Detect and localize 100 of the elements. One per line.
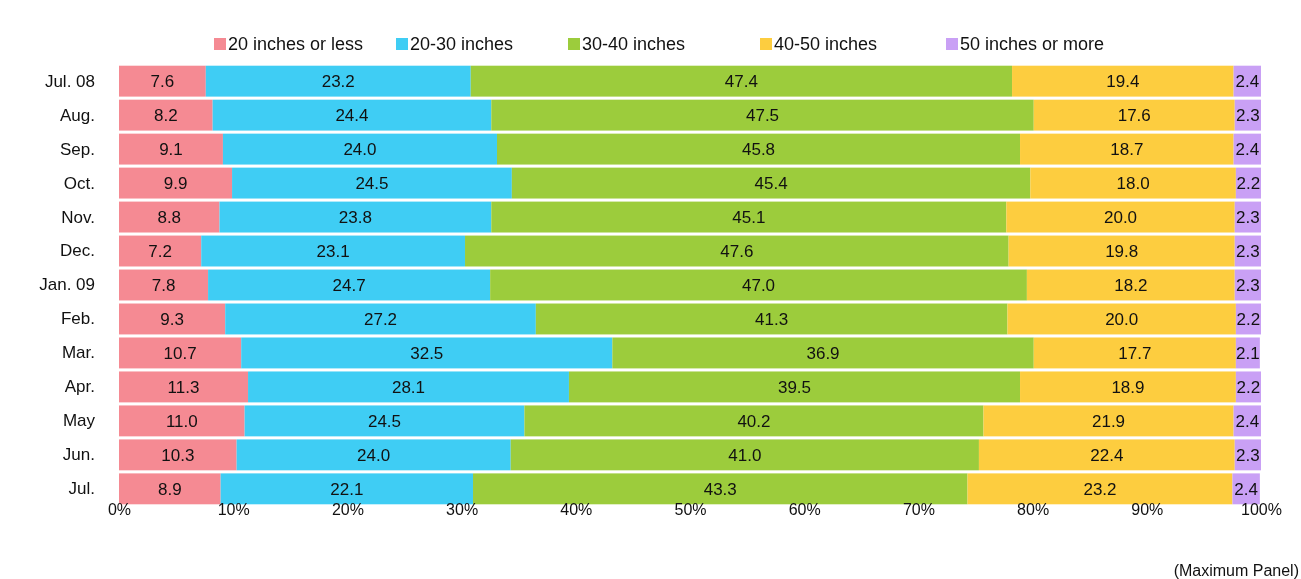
data-label: 41.0 [728, 445, 762, 465]
bar [119, 473, 221, 505]
x-tick-label: 20% [331, 501, 364, 519]
bar [1020, 133, 1234, 165]
legend-label: 20-30 inches [410, 34, 514, 55]
data-label: 2.3 [1236, 241, 1260, 261]
bar [119, 371, 249, 403]
x-tick-label: 40% [560, 501, 593, 519]
bar [244, 405, 525, 437]
bar [491, 201, 1007, 233]
bar [1033, 99, 1235, 131]
bar [220, 473, 474, 505]
x-tick-label: 0% [107, 501, 132, 519]
y-tick-label: Jul. [68, 479, 95, 499]
data-label: 39.5 [777, 377, 812, 397]
bar [119, 269, 209, 301]
legend-label: 20 inches or less [228, 34, 364, 55]
y-tick-label: Jun. [62, 445, 95, 465]
bar [222, 133, 497, 165]
data-label: 8.9 [158, 479, 182, 499]
bar [225, 303, 536, 335]
data-label: 24.4 [335, 106, 369, 126]
data-label: 11.0 [165, 411, 198, 431]
x-tick-label: 100% [1241, 501, 1282, 519]
data-label: 40.2 [737, 411, 771, 431]
data-label: 45.1 [732, 208, 766, 227]
data-label: 21.9 [1092, 411, 1126, 431]
bar [491, 99, 1034, 131]
data-label: 19.4 [1106, 72, 1140, 92]
data-label: 2.4 [1235, 411, 1260, 431]
bar [119, 201, 220, 233]
bar [201, 235, 466, 267]
data-label: 2.2 [1236, 309, 1261, 329]
data-label: 9.9 [163, 174, 188, 194]
bar [1006, 201, 1235, 233]
x-tick-label: 10% [217, 501, 250, 519]
bar [978, 439, 1235, 471]
bar [241, 337, 613, 369]
y-tick-label: Mar. [61, 343, 95, 363]
bar [119, 303, 226, 335]
data-label: 27.2 [363, 309, 398, 329]
data-label: 36.9 [806, 343, 840, 363]
bar [119, 99, 213, 131]
bar [524, 405, 984, 437]
bar [511, 167, 1031, 199]
data-label: 18.7 [1110, 140, 1144, 160]
data-label: 43.3 [703, 479, 737, 499]
x-tick-label: 60% [788, 501, 821, 519]
data-label: 24.5 [355, 174, 389, 194]
bar [497, 133, 1021, 165]
bar [119, 337, 242, 369]
data-label: 28.1 [391, 377, 426, 397]
data-label: 20.0 [1103, 208, 1138, 227]
data-label: 22.4 [1090, 445, 1124, 465]
bar [1026, 269, 1235, 301]
data-label: 47.6 [720, 241, 754, 261]
data-label: 23.2 [321, 72, 355, 92]
x-tick-label: 30% [446, 501, 479, 519]
y-tick-label: Apr. [64, 377, 95, 397]
data-label: 24.0 [343, 140, 377, 160]
data-label: 24.5 [367, 411, 402, 431]
legend-label: 50 inches or more [960, 34, 1105, 55]
bar [612, 337, 1034, 369]
data-label: 8.8 [157, 208, 182, 227]
bar [1033, 337, 1236, 369]
data-label: 47.4 [724, 72, 758, 92]
bar [119, 439, 237, 471]
data-label: 7.8 [151, 275, 176, 295]
data-label: 2.1 [1236, 343, 1260, 363]
data-label: 47.5 [745, 106, 780, 126]
legend-label: 40-50 inches [774, 34, 878, 55]
bar [568, 371, 1021, 403]
data-label: 24.0 [357, 445, 391, 465]
x-tick-label: 70% [902, 501, 935, 519]
legend-label: 30-40 inches [582, 34, 686, 55]
bar [232, 167, 512, 199]
bar [119, 405, 245, 437]
data-label: 45.8 [741, 140, 776, 160]
bar [1007, 303, 1236, 335]
bar [208, 269, 491, 301]
data-label: 2.3 [1236, 106, 1260, 126]
x-tick-label: 80% [1017, 501, 1050, 519]
bar [219, 201, 492, 233]
bar [967, 473, 1233, 505]
data-label: 10.3 [161, 445, 195, 465]
data-label: 23.8 [338, 208, 372, 227]
data-label: 17.6 [1117, 106, 1151, 126]
data-label: 32.5 [410, 343, 444, 363]
data-label: 11.3 [167, 377, 200, 397]
bar [212, 99, 492, 131]
y-tick-label: Dec. [60, 241, 95, 261]
bar [510, 439, 979, 471]
data-label: 45.4 [754, 174, 788, 194]
bar [119, 167, 233, 199]
data-label: 2.3 [1236, 208, 1260, 227]
data-label: 2.2 [1236, 174, 1261, 194]
data-label: 23.2 [1083, 479, 1117, 499]
bar [119, 65, 206, 97]
x-axis-title: (Maximum Panel) [1173, 562, 1299, 579]
bar [1008, 235, 1235, 267]
